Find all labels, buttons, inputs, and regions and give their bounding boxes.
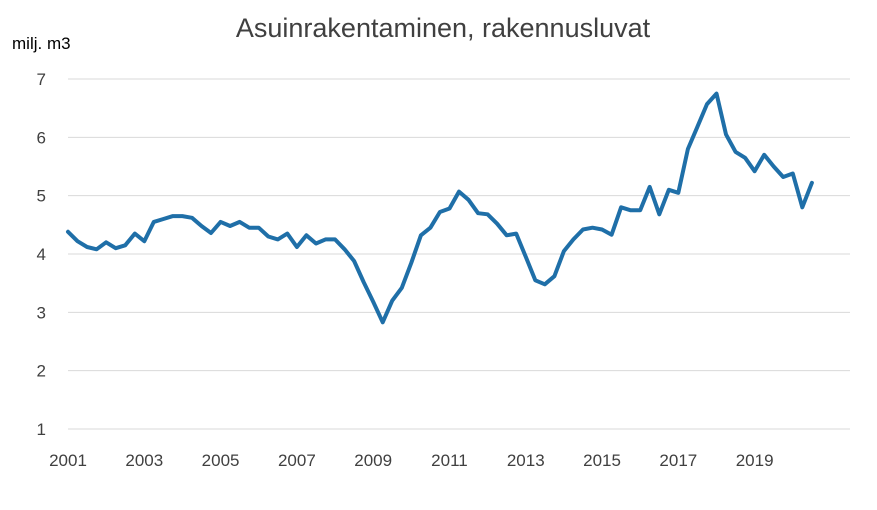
- x-tick-labels: 2001 2003 2005 2007 2009 2011 2013 2015 2017 2019: [49, 451, 773, 470]
- x-tick-label: 2017: [659, 451, 697, 470]
- chart-title: Asuinrakentaminen, rakennusluvat: [236, 13, 651, 43]
- series-layer: [66, 91, 814, 325]
- x-tick-label: 2009: [354, 451, 392, 470]
- x-tick-label: 2003: [125, 451, 163, 470]
- x-tick-label: 2005: [202, 451, 240, 470]
- y-tick-label: 7: [37, 70, 46, 89]
- y-axis-label: milj. m3: [12, 34, 71, 53]
- y-tick-label: 6: [37, 128, 46, 147]
- series-line: [66, 91, 814, 325]
- y-tick-label: 3: [37, 303, 46, 322]
- gridlines: [68, 78, 850, 430]
- y-tick-label: 2: [37, 362, 46, 381]
- x-tick-label: 2015: [583, 451, 621, 470]
- x-tick-label: 2007: [278, 451, 316, 470]
- x-tick-label: 2013: [507, 451, 545, 470]
- x-tick-label: 2019: [736, 451, 774, 470]
- y-tick-labels: 1 2 3 4 5 6 7: [37, 70, 46, 439]
- x-tick-label: 2001: [49, 451, 87, 470]
- y-tick-label: 4: [37, 245, 46, 264]
- x-tick-label: 2011: [431, 451, 468, 470]
- y-tick-label: 1: [37, 420, 46, 439]
- y-tick-label: 5: [37, 187, 46, 206]
